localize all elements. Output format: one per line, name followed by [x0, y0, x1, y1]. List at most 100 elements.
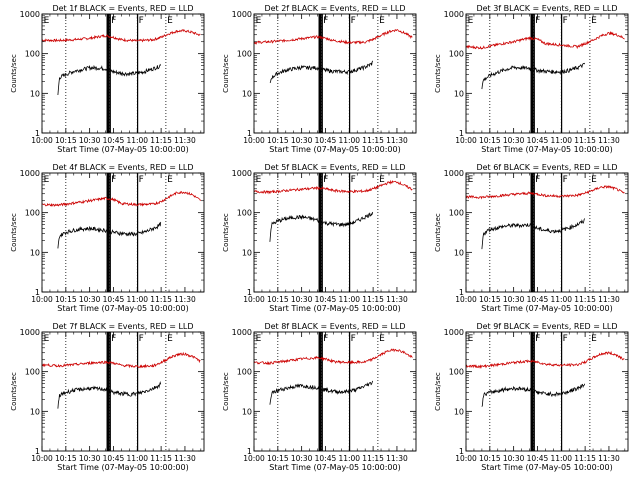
y-tick-label: 100: [237, 368, 252, 377]
x-tick-label: 10:15: [479, 295, 501, 304]
y-axis-label: Counts/sec: [10, 213, 18, 252]
flag-label: E: [379, 16, 385, 26]
y-tick-label: 100: [237, 50, 252, 59]
y-tick-label: 1: [247, 288, 252, 297]
y-tick-label: 100: [237, 209, 252, 218]
panel-title: Det 2f BLACK = Events, RED = LLD: [264, 4, 405, 13]
plot-frame: [41, 331, 205, 452]
x-axis-label: Start Time (07-May-05 10:00:00): [481, 463, 612, 472]
series-line-events: [269, 60, 374, 84]
flag-label: E: [591, 16, 597, 26]
x-tick-label: 11:00: [338, 136, 360, 145]
series-line-lld: [41, 351, 201, 369]
x-tick-label: 11:30: [386, 454, 408, 463]
y-axis-label: Counts/sec: [222, 213, 230, 252]
x-tick-label: 10:30: [291, 136, 313, 145]
x-tick-label: 10:45: [527, 136, 549, 145]
x-tick-label: 10:30: [291, 454, 313, 463]
series-line-lld: [41, 190, 201, 207]
x-tick-label: 10:45: [527, 295, 549, 304]
x-tick-label: 11:00: [338, 295, 360, 304]
flag-label: E: [256, 334, 262, 344]
y-tick-label: 1000: [232, 10, 252, 19]
x-tick-label: 11:15: [574, 454, 596, 463]
x-tick-label: 10:00: [455, 136, 477, 145]
panel-title: Det 1f BLACK = Events, RED = LLD: [52, 4, 193, 13]
flag-label: F: [535, 175, 540, 185]
plot-frame: [465, 172, 629, 293]
y-tick-label: 1000: [444, 169, 464, 178]
series-line-lld: [253, 179, 413, 195]
y-tick-label: 10: [30, 407, 40, 416]
flag-label: E: [379, 334, 385, 344]
series-line-lld: [253, 28, 413, 45]
plot-frame: [465, 331, 629, 452]
y-tick-label: 1000: [20, 169, 40, 178]
flag-label: F: [563, 175, 568, 185]
flag-label: E: [256, 16, 262, 26]
x-tick-label: 11:15: [150, 454, 172, 463]
x-axis-label: Start Time (07-May-05 10:00:00): [269, 304, 400, 313]
plot-frame: [465, 13, 629, 134]
panel-title: Det 9f BLACK = Events, RED = LLD: [476, 322, 617, 331]
series-line-events: [481, 383, 586, 407]
panel-title: Det 8f BLACK = Events, RED = LLD: [264, 322, 405, 331]
x-tick-label: 10:00: [243, 295, 265, 304]
x-tick-label: 11:15: [150, 295, 172, 304]
flag-label: F: [111, 175, 116, 185]
x-tick-label: 10:30: [291, 295, 313, 304]
x-axis-label: Start Time (07-May-05 10:00:00): [269, 145, 400, 154]
series-line-lld: [465, 350, 625, 369]
y-tick-label: 1: [459, 288, 464, 297]
series-line-events: [57, 221, 162, 249]
x-tick-label: 11:30: [174, 454, 196, 463]
y-tick-label: 10: [454, 407, 464, 416]
x-tick-label: 11:30: [598, 295, 620, 304]
x-tick-label: 10:00: [31, 136, 53, 145]
x-tick-label: 11:00: [550, 136, 572, 145]
flag-label: E: [44, 16, 50, 26]
flag-label: E: [468, 175, 474, 185]
plot-frame: [41, 172, 205, 293]
x-tick-label: 10:00: [31, 454, 53, 463]
flag-label: E: [167, 16, 173, 26]
series-line-events: [269, 380, 374, 405]
series-line-events: [481, 62, 586, 90]
y-tick-label: 100: [25, 368, 40, 377]
y-axis-label: Counts/sec: [434, 54, 442, 93]
y-axis-label: Counts/sec: [10, 372, 18, 411]
flag-label: E: [167, 334, 173, 344]
x-tick-label: 10:15: [55, 295, 77, 304]
x-tick-label: 11:30: [598, 136, 620, 145]
x-tick-label: 10:45: [315, 295, 337, 304]
flag-label: F: [563, 16, 568, 26]
x-axis-label: Start Time (07-May-05 10:00:00): [57, 463, 188, 472]
y-tick-label: 1: [247, 129, 252, 138]
series-line-lld: [465, 30, 625, 50]
flag-label: F: [535, 16, 540, 26]
y-tick-label: 10: [242, 248, 252, 257]
plot-frame: [41, 13, 205, 134]
y-tick-label: 1: [459, 129, 464, 138]
y-axis-label: Counts/sec: [10, 54, 18, 93]
x-tick-label: 10:00: [243, 454, 265, 463]
y-tick-label: 100: [25, 50, 40, 59]
x-tick-label: 10:45: [527, 454, 549, 463]
flag-label: E: [167, 175, 173, 185]
series-line-events: [481, 218, 586, 250]
x-tick-label: 10:30: [79, 136, 101, 145]
flag-label: F: [139, 175, 144, 185]
y-tick-label: 10: [454, 89, 464, 98]
x-tick-label: 10:45: [315, 136, 337, 145]
x-axis-label: Start Time (07-May-05 10:00:00): [57, 304, 188, 313]
x-tick-label: 10:30: [79, 295, 101, 304]
x-tick-label: 11:15: [362, 454, 384, 463]
flag-label: E: [44, 175, 50, 185]
plot-frame: [253, 172, 417, 293]
